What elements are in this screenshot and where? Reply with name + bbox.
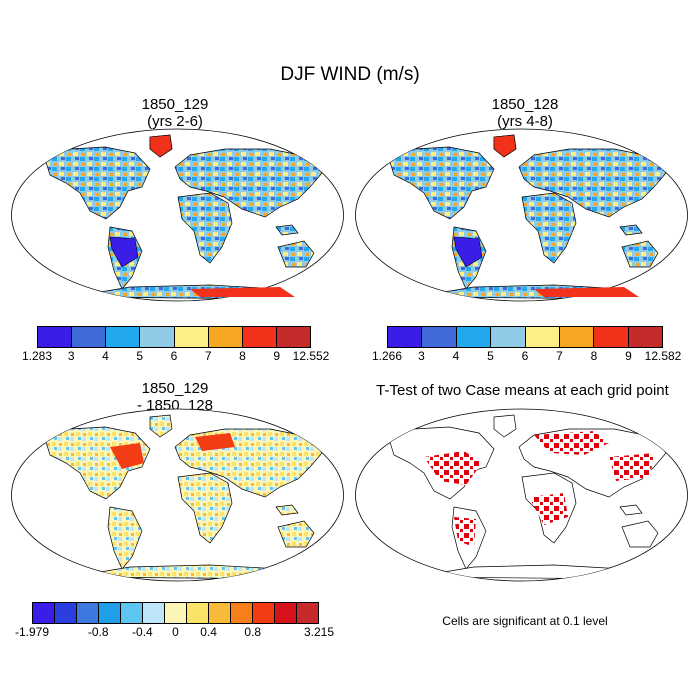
colorbar-tick-label: 3.215: [303, 625, 335, 639]
panel-title-line1: 1850_129: [141, 96, 209, 113]
colorbar-difference: [32, 602, 319, 624]
colorbar-tick-label: 1.283: [21, 349, 53, 363]
colorbar-tick-label: 4: [102, 349, 109, 363]
colorbar-tick-label: -0.8: [87, 625, 109, 639]
colorbar-case2: [387, 326, 663, 348]
colorbar-tick-label: 8: [239, 349, 246, 363]
colorbar-swatch: [38, 327, 73, 347]
map-case2: [355, 128, 688, 302]
colorbar-tick-label: -1.979: [14, 625, 50, 639]
map-ttest: [355, 408, 688, 582]
colorbar-swatch: [209, 603, 231, 623]
colorbar-swatch: [276, 327, 310, 347]
colorbar-tick-label: 3: [67, 349, 75, 363]
colorbar-swatch: [72, 327, 107, 347]
colorbar-tick-label: 6: [170, 349, 178, 363]
colorbar-case1: [37, 326, 311, 348]
colorbar-swatch: [242, 327, 277, 347]
positive-diff-region: [195, 433, 235, 451]
colorbar-swatch: [121, 603, 143, 623]
colorbar-swatch: [33, 603, 55, 623]
colorbar-tick-label: 0.4: [200, 625, 217, 639]
colorbar-tick-label: 7: [204, 349, 212, 363]
positive-diff-region: [110, 443, 144, 469]
colorbar-tick-label: -0.4: [132, 625, 153, 639]
panel-title-line2: (yrs 2-6): [147, 113, 203, 130]
high-wind-region: [453, 236, 483, 268]
colorbar-swatch: [174, 327, 209, 347]
colorbar-swatch: [628, 327, 662, 347]
colorbar-swatch: [165, 603, 187, 623]
panel-title-line1: 1850_129: [141, 380, 209, 397]
antarctic-coast-region: [190, 287, 295, 297]
colorbar-tick-label: 5: [136, 349, 144, 363]
antarctic-coast-region: [534, 287, 639, 297]
colorbar-swatch: [594, 327, 629, 347]
panel-title-line1: 1850_128: [491, 96, 559, 113]
panel-title-line2: (yrs 4-8): [497, 113, 553, 130]
colorbar-swatch: [491, 327, 526, 347]
colorbar-swatch: [140, 327, 175, 347]
colorbar-swatch: [231, 603, 253, 623]
figure-title: DJF WIND (m/s): [280, 64, 420, 85]
colorbar-tick-label: 9: [625, 349, 632, 363]
colorbar-swatch: [456, 327, 492, 347]
significance-note: Cells are significant at 0.1 level: [442, 614, 608, 628]
colorbar-tick-label: 3: [418, 349, 425, 363]
colorbar-tick-label: 6: [521, 349, 529, 363]
colorbar-swatch: [525, 327, 560, 347]
colorbar-tick-label: 12.582: [644, 349, 682, 363]
colorbar-swatch: [77, 603, 99, 623]
colorbar-tick-label: 7: [556, 349, 563, 363]
colorbar-tick-label: 0.8: [244, 625, 262, 639]
colorbar-swatch: [99, 603, 121, 623]
colorbar-swatch: [388, 327, 423, 347]
high-wind-region: [109, 236, 139, 268]
colorbar-tick-label: 12.552: [292, 349, 330, 363]
colorbar-swatch: [275, 603, 297, 623]
significant-cells: [424, 431, 654, 547]
colorbar-swatch: [208, 327, 243, 347]
colorbar-swatch: [297, 603, 318, 623]
colorbar-swatch: [187, 603, 209, 623]
colorbar-swatch: [106, 327, 141, 347]
colorbar-swatch: [559, 327, 595, 347]
panel-title-case2: 1850_128 (yrs 4-8): [390, 96, 660, 130]
map-difference: [11, 408, 344, 582]
colorbar-tick-label: 5: [487, 349, 494, 363]
panel-title-case1: 1850_129 (yrs 2-6): [40, 96, 310, 130]
colorbar-swatch: [253, 603, 275, 623]
colorbar-tick-label: 4: [452, 349, 460, 363]
colorbar-tick-label: 9: [273, 349, 281, 363]
greenland-region: [493, 134, 517, 158]
greenland-region: [149, 134, 173, 158]
colorbar-tick-label: 8: [590, 349, 598, 363]
panel-title-ttest: T-Test of two Case means at each grid po…: [376, 382, 669, 399]
colorbar-swatch: [55, 603, 77, 623]
colorbar-tick-label: 0: [172, 625, 179, 639]
map-case1: [11, 128, 344, 302]
colorbar-swatch: [143, 603, 165, 623]
colorbar-tick-label: 1.266: [371, 349, 403, 363]
colorbar-swatch: [422, 327, 457, 347]
